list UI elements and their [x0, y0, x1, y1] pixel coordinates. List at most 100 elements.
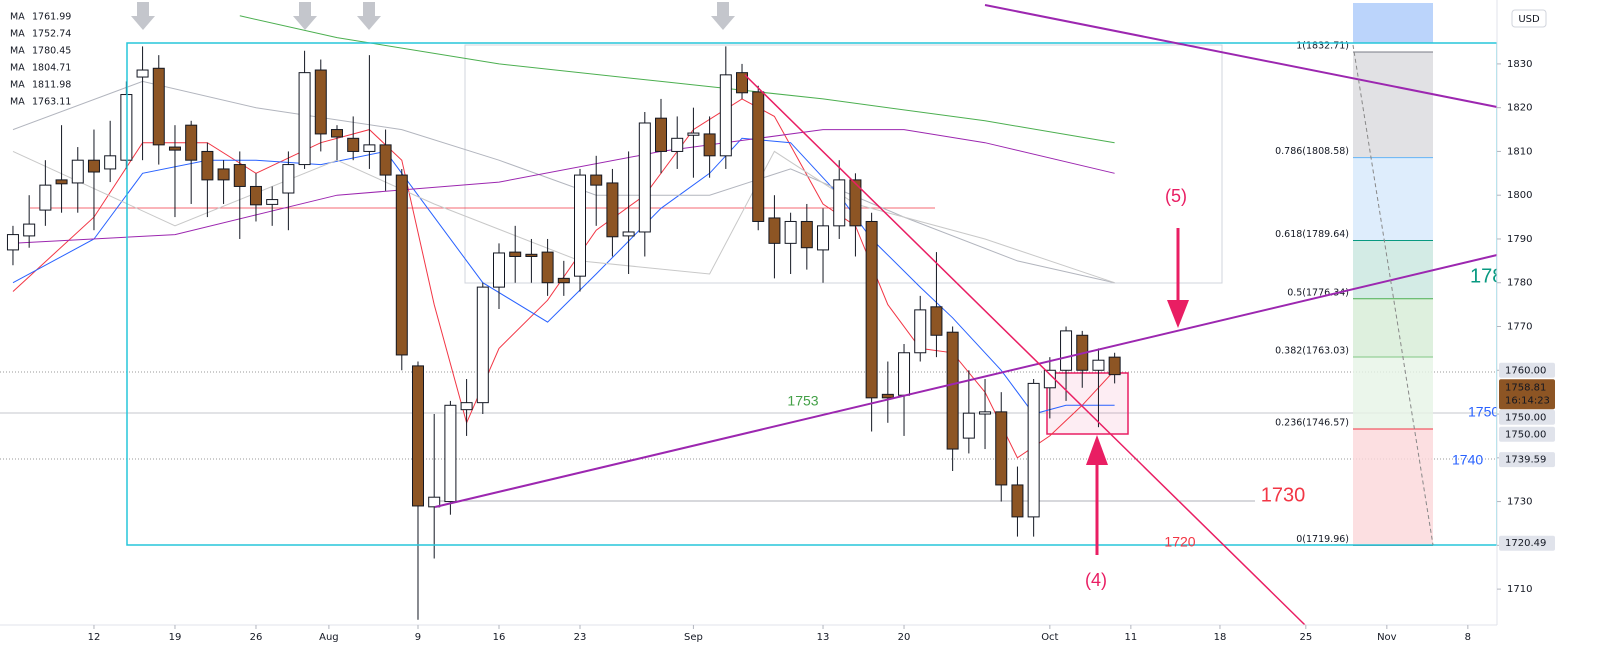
legend-value: 1780.45 — [32, 46, 71, 57]
candle-body — [557, 277, 570, 284]
y-tick-label: 1770 — [1507, 322, 1532, 333]
candle-body — [217, 168, 230, 181]
candle-body — [379, 144, 392, 176]
candle-body — [476, 286, 489, 404]
candle-body — [104, 155, 117, 170]
candle-body — [330, 129, 343, 138]
candle-body — [833, 179, 846, 227]
candle-body — [541, 251, 554, 284]
fib-zone — [1353, 298, 1433, 358]
candle-body — [201, 150, 214, 181]
fib-label: 0.618(1789.64) — [1275, 229, 1349, 240]
price-badge-label: 1750.00 — [1505, 412, 1546, 423]
candle-body — [687, 132, 700, 136]
annotation: 1720 — [1164, 534, 1195, 550]
trend-line — [744, 74, 1306, 626]
annotation: (4) — [1085, 570, 1107, 590]
price-badge — [1499, 452, 1555, 468]
candle-body — [638, 122, 651, 233]
x-tick-label: 11 — [1124, 632, 1137, 643]
candle-body — [752, 91, 765, 222]
price-badge — [1499, 379, 1555, 410]
box — [464, 44, 1223, 284]
x-tick-label: Aug — [319, 632, 339, 643]
candle-body — [249, 185, 262, 206]
candle-body — [347, 137, 360, 152]
x-tick-label: 16 — [493, 632, 506, 643]
axes: 1710172017301740175017601770178017901800… — [88, 59, 1555, 643]
candle-body — [736, 72, 749, 94]
price-badge-time: 16:14:23 — [1505, 395, 1550, 406]
y-tick-label: 1800 — [1507, 190, 1532, 201]
candle-body — [1092, 359, 1105, 371]
candle-body — [23, 223, 36, 237]
candle-body — [930, 306, 943, 336]
candle-body — [671, 137, 684, 152]
candles — [6, 46, 1121, 620]
candle-body — [411, 365, 424, 507]
legend-value: 1761.99 — [32, 12, 71, 23]
currency: USD — [1518, 14, 1540, 25]
fib-zone — [1353, 157, 1433, 241]
x-tick-label: Nov — [1377, 632, 1397, 643]
candle-body — [493, 252, 505, 288]
candle-body — [71, 159, 84, 184]
candle-body — [525, 253, 538, 257]
candle-body — [298, 72, 311, 166]
y-tick-label: 1730 — [1507, 497, 1532, 508]
x-tick-label: Sep — [684, 632, 703, 643]
arrow — [293, 2, 317, 30]
candle-body — [509, 251, 522, 257]
top-arrows — [131, 2, 735, 30]
y-tick-label: 1830 — [1507, 59, 1532, 70]
annotation: 1753 — [787, 393, 818, 409]
candle-body — [622, 231, 635, 237]
candle-body — [606, 182, 619, 238]
candle-body — [898, 352, 911, 396]
price-badge-label: 1750.00 — [1505, 429, 1546, 440]
fib-label: 0.382(1763.03) — [1275, 346, 1349, 357]
x-tick-label: 13 — [817, 632, 830, 643]
trend-line — [434, 254, 1498, 508]
candle-body — [185, 124, 198, 161]
currency-box[interactable] — [1511, 9, 1547, 28]
legend-name: MA — [10, 46, 25, 57]
candle-body — [914, 309, 927, 354]
candle-body — [849, 179, 862, 227]
x-tick-label: 12 — [88, 632, 101, 643]
x-tick-label: 23 — [574, 632, 587, 643]
fibonacci: 1(1832.71) 0.786(1808.58) 0.618(1789.64) 0.… — [1275, 41, 1433, 547]
price-axis — [1497, 0, 1600, 669]
price-badge — [1499, 362, 1555, 378]
candle-body — [1108, 356, 1121, 376]
legend-name: MA — [10, 97, 25, 108]
time-axis — [0, 625, 1497, 669]
candle-body — [1011, 484, 1024, 518]
fib-label: 0.5(1776.34) — [1287, 287, 1349, 298]
annotation: 178 — [1470, 265, 1503, 287]
candle-body — [314, 69, 327, 135]
fib-zone — [1353, 52, 1433, 158]
candle-body — [168, 146, 181, 151]
legend-value: 1811.98 — [32, 80, 71, 91]
x-tick-label: 9 — [415, 632, 421, 643]
legend-value: 1804.71 — [32, 63, 71, 74]
candle-body — [590, 174, 603, 186]
fib-label: 1(1832.71) — [1296, 41, 1349, 52]
legend-name: MA — [10, 80, 25, 91]
legend-name: MA — [10, 63, 25, 74]
price-badge-label: 1758.81 — [1505, 382, 1546, 393]
price-badge-label: 1739.59 — [1505, 455, 1546, 466]
candle-body — [428, 496, 441, 508]
price-badge — [1499, 426, 1555, 442]
y-tick-label: 1790 — [1507, 234, 1532, 245]
arrow-head — [1167, 300, 1189, 328]
candle-body — [233, 164, 246, 187]
candle-body — [87, 159, 100, 173]
drawings-under — [0, 3, 1497, 502]
price-badge-label: 1760.00 — [1505, 365, 1546, 376]
annotation: 1730 — [1261, 484, 1306, 506]
fib-label: 0(1719.96) — [1296, 534, 1349, 545]
candle-body — [946, 331, 959, 450]
candle-body — [152, 67, 165, 146]
